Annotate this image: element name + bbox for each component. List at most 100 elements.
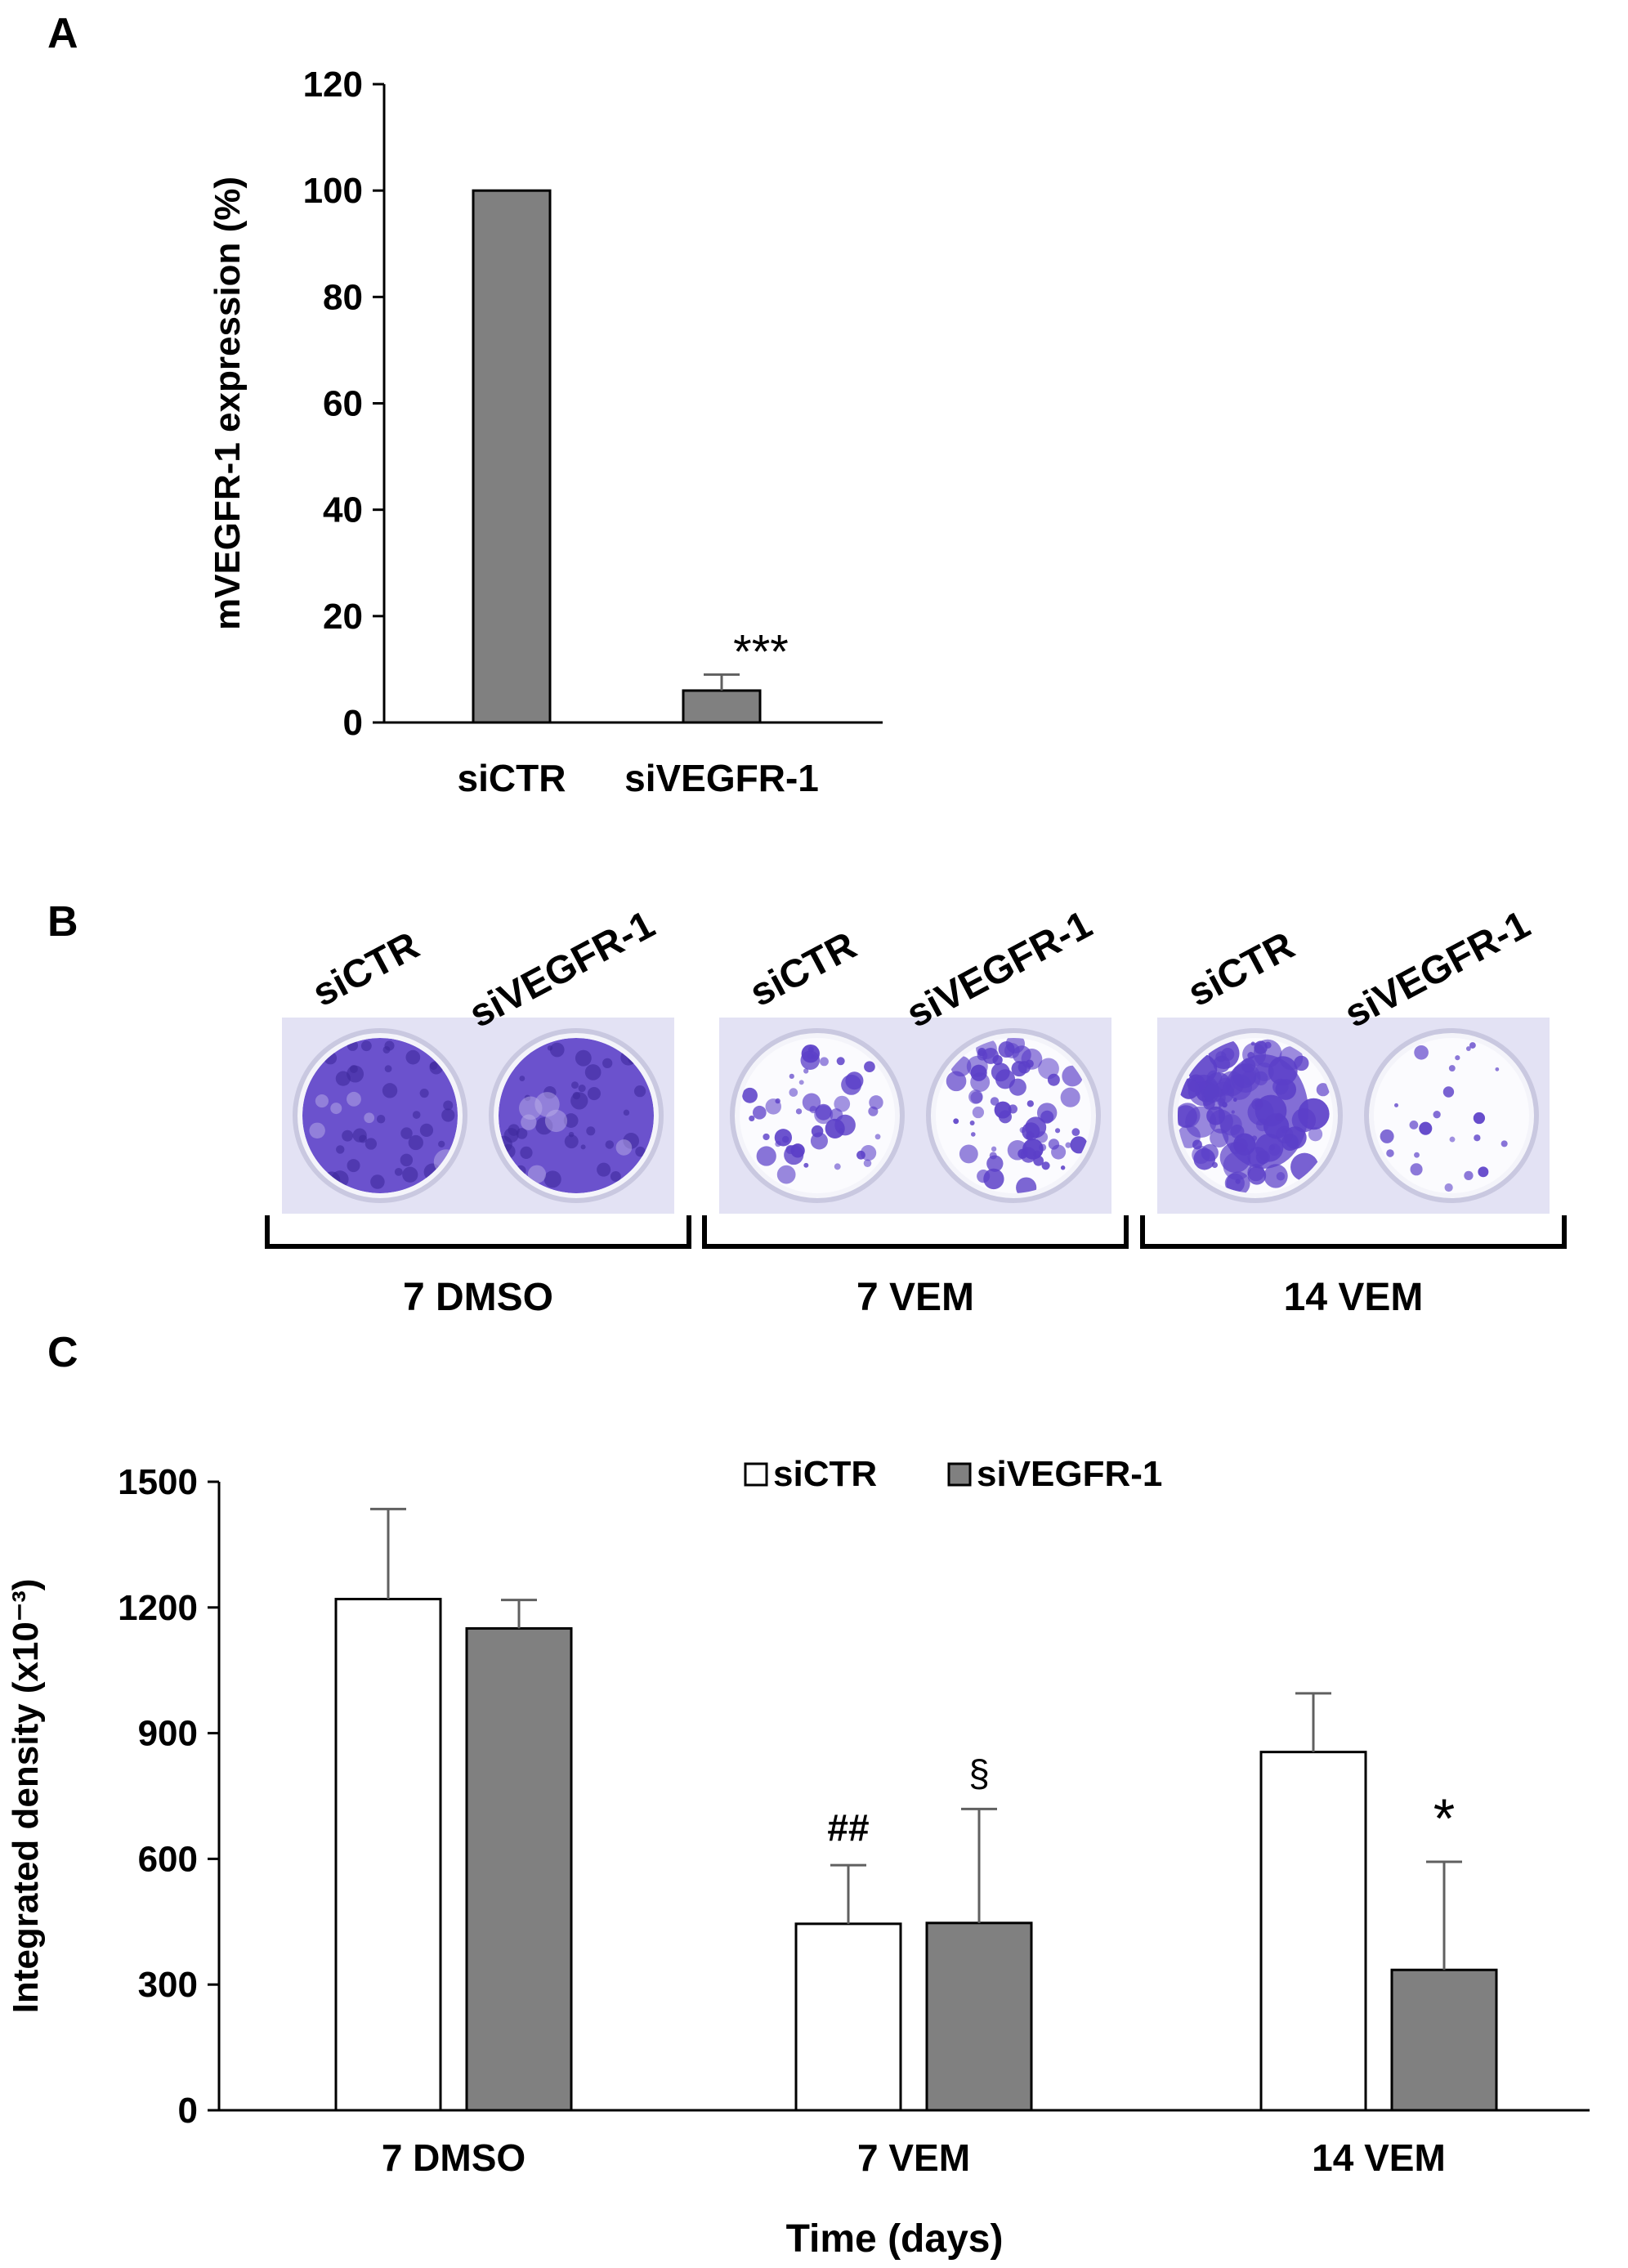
- bar-sivegfr-1: [1390, 1968, 1498, 2112]
- colony: [1206, 1070, 1223, 1086]
- stain-gap: [364, 1112, 375, 1124]
- panel-b-wells: siCTR siVEGFR-1 7 DMSO siCTR siVEGFR-1 7 VEM s…: [265, 903, 1567, 1319]
- colony: [789, 1088, 798, 1097]
- stain-speck: [402, 1166, 418, 1183]
- colony: [1178, 1103, 1201, 1128]
- y-axis-label: Integrated density (x10⁻³): [6, 1579, 46, 2014]
- stain-speck: [419, 1089, 429, 1098]
- colony: [1021, 1049, 1043, 1070]
- colony: [1033, 1155, 1044, 1166]
- legend-swatch-sictr: [744, 1462, 768, 1487]
- colony: [811, 1125, 824, 1138]
- significance-marker: §: [968, 1751, 990, 1794]
- colony: [775, 1140, 781, 1147]
- colony: [802, 1093, 821, 1112]
- well-label: siVEGFR-1: [463, 903, 662, 1036]
- group-bracket: [265, 1215, 691, 1249]
- colony: [994, 1101, 1012, 1119]
- stain-gap: [309, 1122, 325, 1139]
- stain-gap: [519, 1096, 543, 1121]
- colony: [756, 1146, 776, 1166]
- colony: [982, 1048, 1000, 1064]
- significance-marker: *: [1433, 1787, 1455, 1850]
- significance-marker: ##: [827, 1806, 869, 1849]
- stain-speck: [547, 1045, 553, 1051]
- colony: [970, 1072, 991, 1093]
- y-tick-label: 100: [303, 171, 363, 211]
- stain-speck: [610, 1170, 621, 1182]
- y-tick-label: 300: [138, 1965, 198, 2005]
- group-label: 7 VEM: [856, 1276, 974, 1319]
- panel-b-letter: B: [47, 898, 78, 946]
- colony: [1026, 1100, 1034, 1107]
- colony: [1464, 1170, 1474, 1180]
- x-tick-label: siVEGFR-1: [624, 757, 819, 799]
- well-label: siCTR: [306, 924, 426, 1015]
- colony: [1393, 1103, 1399, 1107]
- y-tick-label: 80: [323, 277, 363, 317]
- stain-speck: [586, 1126, 596, 1136]
- stain-speck: [519, 1076, 526, 1081]
- well-stain: [302, 1038, 458, 1193]
- colony: [815, 1103, 832, 1121]
- colony: [863, 1159, 872, 1168]
- y-tick-label: 0: [178, 2091, 198, 2131]
- stain-speck: [563, 1113, 579, 1128]
- stain-speck: [578, 1085, 586, 1093]
- colony: [1419, 1121, 1433, 1135]
- colony: [1026, 1131, 1035, 1140]
- colony: [1054, 1128, 1061, 1134]
- colony: [1478, 1166, 1489, 1178]
- colony: [1041, 1161, 1050, 1170]
- stain-speck: [602, 1058, 613, 1069]
- bar-sictr: [794, 1922, 902, 2112]
- colony: [1250, 1041, 1255, 1046]
- colony: [1473, 1112, 1486, 1125]
- colony: [820, 1057, 829, 1067]
- stain-speck: [405, 1049, 421, 1065]
- colony: [789, 1073, 794, 1079]
- colony: [1469, 1042, 1476, 1049]
- colony: [803, 1068, 809, 1074]
- bar-sictr: [334, 1598, 442, 2112]
- colony: [1071, 1128, 1080, 1137]
- stain-speck: [438, 1140, 445, 1147]
- colony: [1501, 1140, 1508, 1147]
- colony: [1455, 1055, 1460, 1061]
- stain-speck: [408, 1134, 423, 1151]
- colony: [795, 1108, 803, 1115]
- colony: [1308, 1127, 1323, 1142]
- stain-speck: [549, 1042, 565, 1058]
- y-tick-label: 1200: [118, 1588, 198, 1628]
- y-tick-label: 120: [303, 65, 363, 105]
- colony: [1442, 1086, 1455, 1098]
- x-tick-label: 14 VEM: [1312, 2136, 1446, 2179]
- stain-speck: [365, 1138, 378, 1150]
- colony: [1004, 1043, 1020, 1058]
- group-bracket: [1140, 1215, 1567, 1249]
- stain-speck: [342, 1130, 354, 1142]
- colony: [752, 1105, 767, 1120]
- stain-speck: [360, 1040, 372, 1052]
- stain-speck: [382, 1045, 391, 1053]
- y-tick-label: 60: [323, 384, 363, 424]
- colony: [1433, 1111, 1441, 1119]
- colony: [1474, 1134, 1481, 1142]
- colony: [1449, 1136, 1456, 1143]
- well-stain: [1178, 1038, 1330, 1193]
- group-label: 14 VEM: [1284, 1276, 1424, 1319]
- colony: [989, 1152, 997, 1160]
- stain-speck: [384, 1065, 392, 1073]
- bar-sictr: [472, 189, 552, 724]
- colony: [1065, 1142, 1071, 1148]
- group-bracket: [702, 1215, 1129, 1249]
- stain-speck: [336, 1145, 345, 1154]
- x-tick-label: 7 VEM: [857, 2136, 970, 2179]
- stain-speck: [570, 1092, 588, 1110]
- colony: [763, 1133, 770, 1141]
- stain-speck: [605, 1140, 615, 1149]
- legend-label: siCTR: [773, 1454, 877, 1494]
- colony: [1060, 1087, 1080, 1107]
- colony: [1316, 1083, 1330, 1097]
- colony: [834, 1114, 856, 1136]
